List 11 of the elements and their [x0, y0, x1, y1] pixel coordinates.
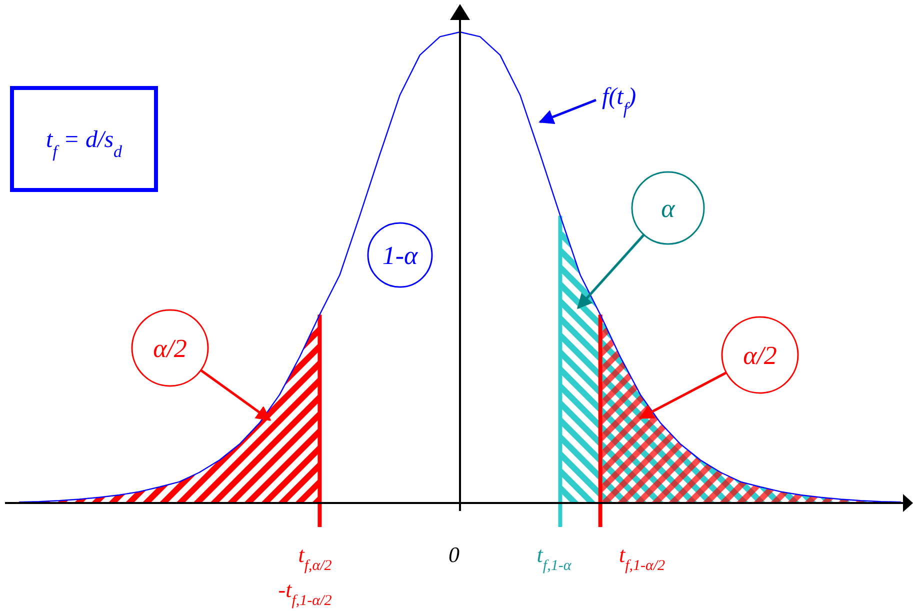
annotation: α — [661, 194, 676, 223]
text: 0 — [448, 542, 460, 567]
text: t$_{f,1-α}$ — [536, 542, 572, 574]
legend-label: f(t$_{f}$) — [602, 84, 636, 118]
text: -t$_{f,1-α/2}$ — [278, 577, 332, 609]
text: t$_{f,1-α/2}$ — [618, 542, 666, 574]
annotation: 1-α — [382, 241, 419, 270]
annotation: α/2 — [743, 341, 777, 370]
annotation: α/2 — [153, 334, 187, 363]
annotation: t$_{f}$ = d/s$_{d}$ — [46, 127, 123, 160]
text: t$_{f,α/2}$ — [298, 542, 332, 574]
